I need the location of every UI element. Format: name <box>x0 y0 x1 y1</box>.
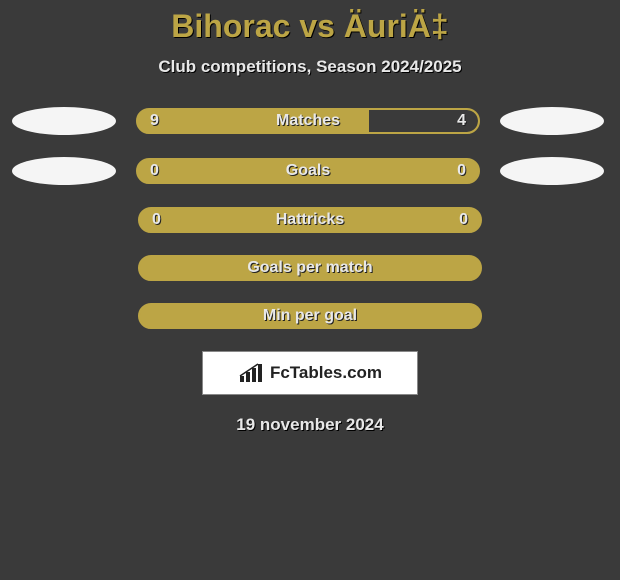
brand-logo-text: FcTables.com <box>270 363 382 383</box>
player-left-marker <box>12 107 116 135</box>
stat-bar: Min per goal <box>138 303 482 329</box>
stat-bar: 00Goals <box>136 158 480 184</box>
date-label: 19 november 2024 <box>0 415 620 435</box>
stat-row: 94Matches <box>0 107 620 135</box>
player-right-marker <box>500 107 604 135</box>
stat-label: Min per goal <box>140 305 480 327</box>
stat-label: Goals <box>138 160 478 182</box>
stat-bar: Goals per match <box>138 255 482 281</box>
stat-bar: 94Matches <box>136 108 480 134</box>
page-subtitle: Club competitions, Season 2024/2025 <box>0 57 620 77</box>
stat-row: Min per goal <box>0 303 620 329</box>
player-right-marker <box>500 157 604 185</box>
page-title: Bihorac vs ÄuriÄ‡ <box>0 8 620 45</box>
brand-logo[interactable]: FcTables.com <box>202 351 418 395</box>
stat-label: Goals per match <box>140 257 480 279</box>
player-left-marker <box>12 157 116 185</box>
stat-row: 00Hattricks <box>0 207 620 233</box>
stat-row: 00Goals <box>0 157 620 185</box>
stat-label: Matches <box>138 110 478 132</box>
chart-icon <box>238 362 264 384</box>
stat-rows: 94Matches 00Goals 00Hattricks Goals per mat… <box>0 107 620 329</box>
stat-label: Hattricks <box>140 209 480 231</box>
stat-bar: 00Hattricks <box>138 207 482 233</box>
comparison-widget: Bihorac vs ÄuriÄ‡ Club competitions, Sea… <box>0 0 620 435</box>
stat-row: Goals per match <box>0 255 620 281</box>
